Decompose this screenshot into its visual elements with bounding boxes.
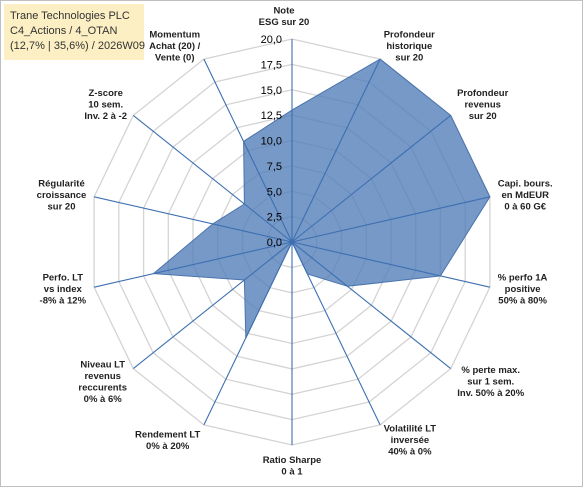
tick-label: 5,0 bbox=[267, 186, 282, 198]
tick-label: 0,0 bbox=[267, 237, 282, 249]
axis-spoke bbox=[93, 196, 293, 243]
tick-label: 17,5 bbox=[261, 59, 282, 71]
axis-label: Niveau LT revenus reccurents 0% à 6% bbox=[78, 359, 127, 405]
axis-label: Ratio Sharpe 0 à 1 bbox=[263, 455, 322, 478]
axis-spoke bbox=[132, 241, 293, 370]
chart-info-box: Trane Technologies PLC C4_Actions / 4_OT… bbox=[4, 4, 145, 60]
axis-spoke bbox=[203, 58, 293, 243]
axis-spoke bbox=[291, 241, 491, 288]
axis-label: Rendement LT 0% à 20% bbox=[135, 429, 200, 452]
axis-spoke bbox=[203, 241, 293, 426]
axis-label: Momentum Achat (20) / Vente (0) bbox=[149, 29, 201, 63]
axis-label: Profondeur revenus sur 20 bbox=[457, 88, 508, 122]
axis-label: Capi. bours. en MdEUR 0 à 60 G€ bbox=[498, 179, 553, 213]
axis-spoke bbox=[291, 114, 452, 243]
axis-spoke bbox=[291, 241, 452, 370]
tick-label: 10,0 bbox=[261, 136, 282, 148]
axis-label: Volatilité LT inversée 40% à 0% bbox=[384, 424, 437, 458]
tick-label: 2,5 bbox=[267, 212, 282, 224]
axis-label: % perfo 1A positive 50% à 80% bbox=[498, 273, 548, 307]
axis-label: Régularité croissance sur 20 bbox=[37, 179, 87, 213]
axis-spoke bbox=[291, 196, 491, 243]
series-area bbox=[152, 58, 491, 339]
tick-label: 20,0 bbox=[261, 34, 282, 46]
axis-spoke bbox=[93, 241, 293, 288]
axis-label: % perte max. sur 1 sem. Inv. 50% à 20% bbox=[457, 365, 524, 399]
portfolio-path: C4_Actions / 4_OTAN bbox=[10, 25, 118, 37]
tick-label: 12,5 bbox=[261, 110, 282, 122]
company-name: Trane Technologies PLC bbox=[10, 10, 130, 22]
axis-label: Note ESG sur 20 bbox=[259, 6, 310, 29]
axis-label: Profondeur historique sur 20 bbox=[384, 29, 435, 63]
tick-label: 15,0 bbox=[261, 85, 282, 97]
axis-spoke bbox=[291, 241, 381, 426]
axis-spoke bbox=[291, 58, 381, 243]
axis-label: Perfo. LT vs index -8% à 12% bbox=[40, 273, 87, 307]
tick-label: 7,5 bbox=[267, 161, 282, 173]
axis-label: Z-score 10 sem. Inv. 2 à -2 bbox=[84, 88, 127, 122]
score-week: (12,7% | 35,6%) / 2026W09 bbox=[10, 40, 145, 52]
axis-spoke bbox=[132, 114, 293, 243]
